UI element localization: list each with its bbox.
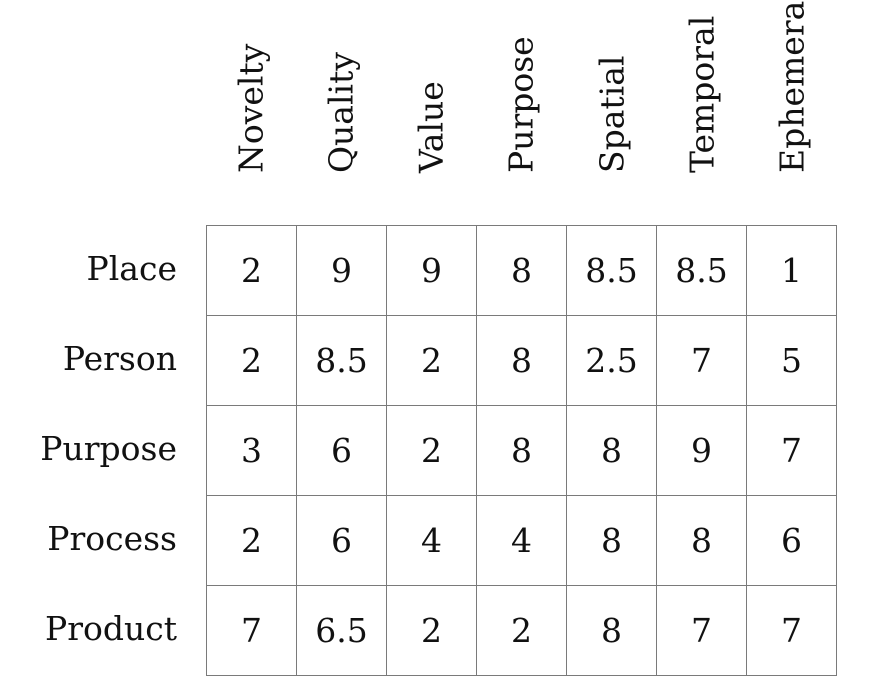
table-cell: 9 (297, 226, 387, 316)
table-cell: 8 (567, 496, 657, 586)
table-cell: 5 (747, 316, 837, 406)
table-cell: 9 (657, 406, 747, 496)
table-cell: 2 (387, 406, 477, 496)
column-header: Quality (296, 10, 386, 206)
table-cell: 3 (207, 406, 297, 496)
table-cell: 2 (207, 496, 297, 586)
column-header: Ephemeral (747, 0, 837, 206)
row-header: Person (62, 338, 177, 378)
table-cell: 8.5 (297, 316, 387, 406)
table-cell: 8 (657, 496, 747, 586)
table-cell: 8.5 (567, 226, 657, 316)
column-header-label: Ephemeral (772, 0, 812, 173)
table-cell: 6 (297, 406, 387, 496)
table-cell: 2 (207, 316, 297, 406)
table-cell: 2 (207, 226, 297, 316)
table-cell: 7 (747, 586, 837, 676)
table-cell: 4 (477, 496, 567, 586)
column-header: Purpose (476, 10, 566, 206)
table-cell: 2 (387, 316, 477, 406)
column-header: Temporal (657, 10, 747, 206)
column-header-label: Spatial (592, 55, 632, 173)
table-cell: 6 (747, 496, 837, 586)
row-header: Product (45, 609, 177, 649)
table-cell: 7 (657, 316, 747, 406)
column-header-label: Value (411, 81, 451, 173)
row-header: Process (47, 519, 177, 559)
table-cell: 2.5 (567, 316, 657, 406)
row-header: Place (86, 248, 177, 288)
table-cell: 6 (297, 496, 387, 586)
column-header: Novelty (206, 10, 296, 206)
table-cell: 2 (387, 586, 477, 676)
score-grid: 2 9 9 8 8.5 8.5 1 2 8.5 2 8 2.5 7 5 3 6 2 8 8 9 7 2 6 4 4 8 8 6 7 6.5… (206, 225, 837, 676)
row-header: Purpose (40, 428, 177, 468)
table-cell: 8.5 (657, 226, 747, 316)
column-header-label: Temporal (682, 15, 722, 173)
table-cell: 8 (567, 406, 657, 496)
table-cell: 2 (477, 586, 567, 676)
table-cell: 6.5 (297, 586, 387, 676)
table-cell: 4 (387, 496, 477, 586)
column-header-label: Novelty (231, 43, 271, 173)
column-header: Value (386, 10, 476, 206)
table-cell: 8 (477, 226, 567, 316)
table-cell: 7 (207, 586, 297, 676)
table-cell: 8 (567, 586, 657, 676)
column-header-label: Purpose (501, 36, 541, 173)
table-cell: 8 (477, 316, 567, 406)
table-cell: 8 (477, 406, 567, 496)
column-header-label: Quality (321, 52, 361, 173)
table-cell: 7 (657, 586, 747, 676)
table-cell: 1 (747, 226, 837, 316)
table-cell: 7 (747, 406, 837, 496)
column-header: Spatial (567, 10, 657, 206)
table-cell: 9 (387, 226, 477, 316)
